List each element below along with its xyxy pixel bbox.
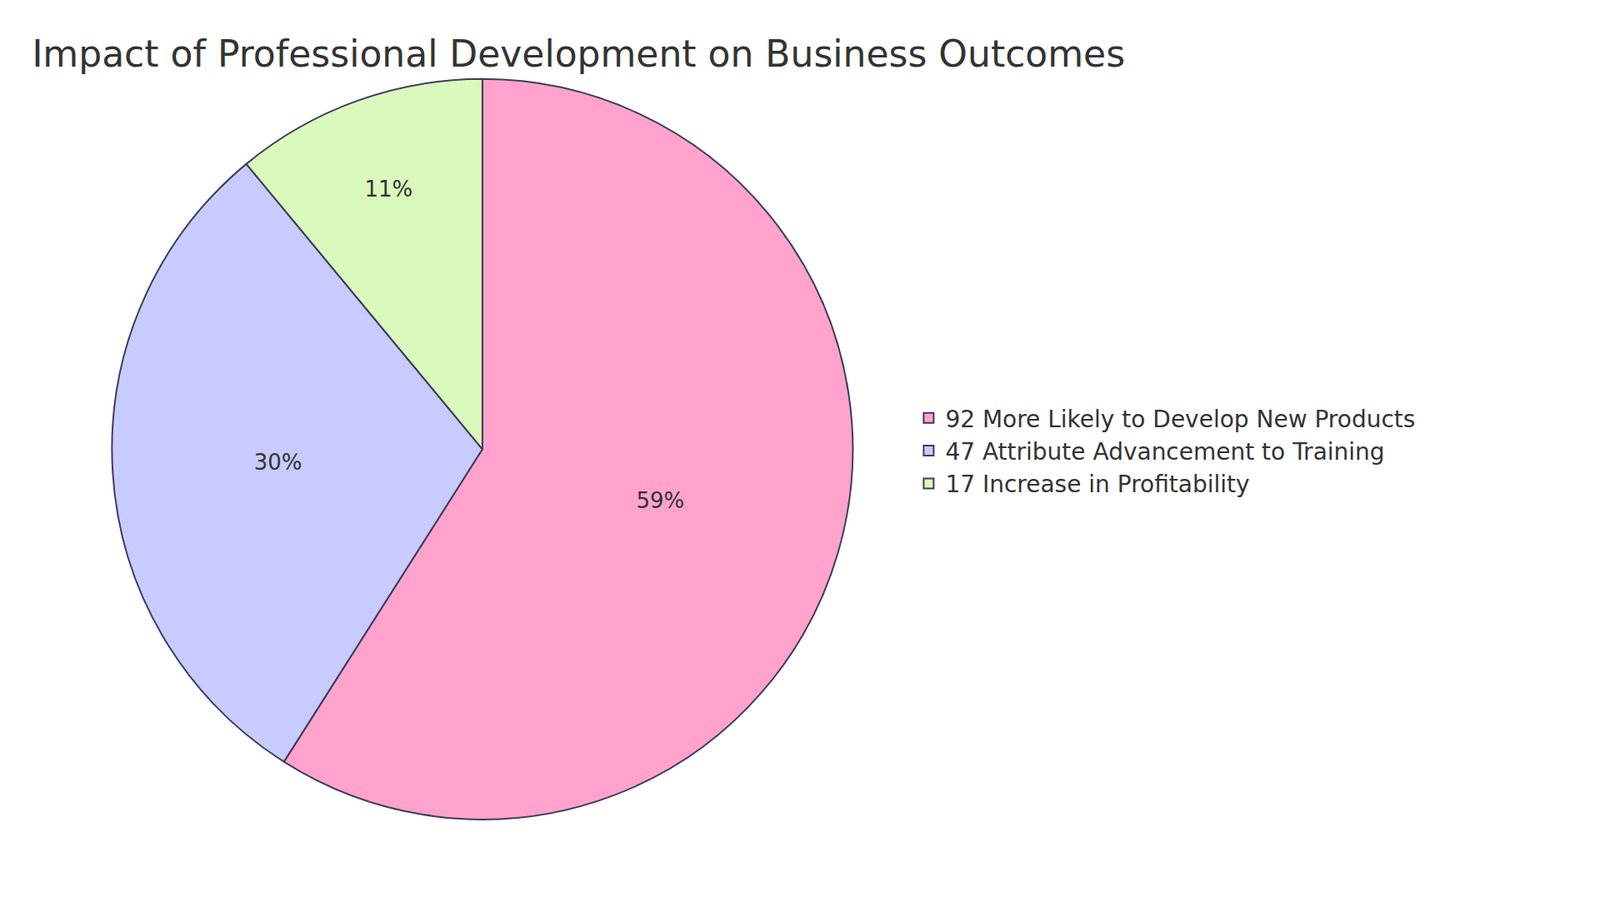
svg-text:47 Attribute Advancement to Tr: 47 Attribute Advancement to Training <box>945 438 1385 466</box>
svg-text:17 Increase in Profitability: 17 Increase in Profitability <box>945 470 1250 499</box>
svg-text:Impact of Professional Develop: Impact of Professional Development on Bu… <box>31 32 1125 75</box>
svg-text:11%: 11% <box>365 176 414 202</box>
svg-text:92 More Likely to Develop New: 92 More Likely to Develop New Products <box>945 405 1415 434</box>
svg-text:59%: 59% <box>635 488 685 514</box>
svg-text:30%: 30% <box>254 450 303 475</box>
